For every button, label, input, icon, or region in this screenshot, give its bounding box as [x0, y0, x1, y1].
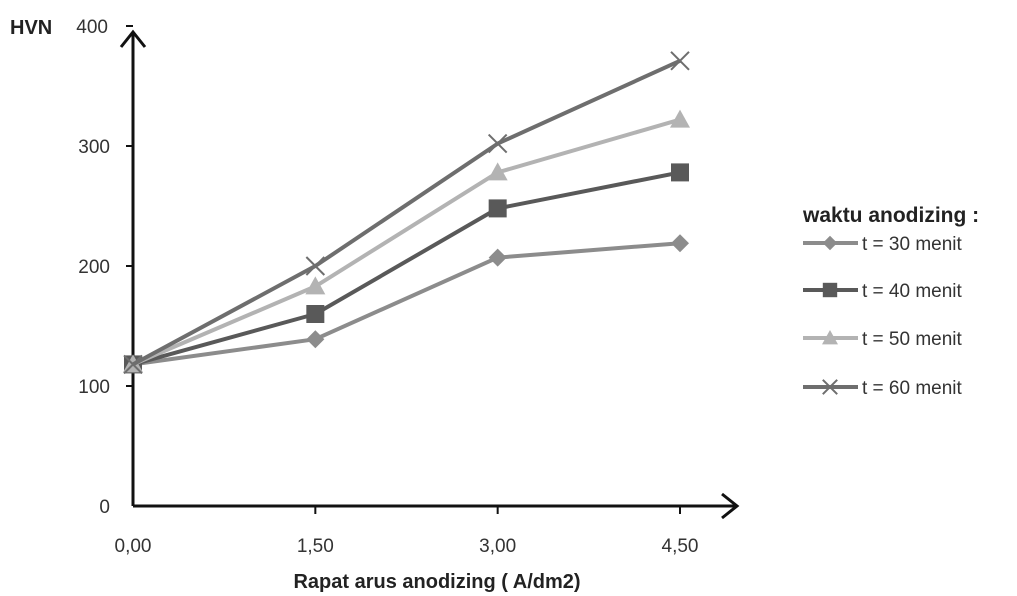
series-3 — [123, 109, 690, 373]
y-axis-arrowhead — [119, 29, 147, 48]
x-axis-title: Rapat arus anodizing ( A/dm2) — [293, 571, 580, 593]
diamond-marker — [306, 330, 325, 349]
x-tick-label: 0,00 — [115, 536, 152, 557]
series-4 — [123, 51, 690, 375]
triangle-marker — [487, 162, 508, 181]
square-marker — [306, 305, 325, 323]
square-marker — [822, 282, 838, 298]
y-ticks: 0 100 200 300 400 — [76, 17, 133, 518]
legend-item: t = 30 menit — [803, 234, 963, 255]
y-tick-label: 300 — [78, 137, 110, 158]
legend-item: t = 60 menit — [803, 378, 963, 399]
y-tick-label: 400 — [76, 17, 108, 38]
x-marker — [123, 354, 143, 375]
triangle-marker — [822, 330, 838, 345]
axes — [119, 29, 740, 520]
diamond-marker — [822, 235, 838, 251]
square-marker — [488, 199, 507, 218]
x-tick-label: 4,50 — [662, 536, 699, 557]
legend-label: t = 60 menit — [862, 378, 963, 399]
x-ticks: 0,00 1,50 3,00 4,50 — [115, 506, 699, 557]
legend-label: t = 30 menit — [862, 234, 963, 255]
series-2 — [124, 163, 689, 374]
legend-item: t = 40 menit — [803, 281, 963, 302]
x-marker — [670, 51, 690, 71]
legend: waktu anodizing : t = 30 menit t = 40 men… — [802, 204, 979, 399]
series-line — [132, 241, 681, 367]
triangle-marker — [670, 109, 690, 128]
legend-item: t = 50 menit — [803, 329, 963, 350]
series-layer — [123, 51, 690, 375]
x-marker — [487, 133, 508, 154]
x-tick-label: 3,00 — [479, 536, 516, 557]
x-marker — [822, 379, 838, 395]
y-tick-label: 200 — [78, 257, 110, 278]
diamond-marker — [488, 248, 507, 267]
x-marker — [305, 256, 326, 276]
y-tick-label: 0 — [99, 497, 110, 518]
y-tick-label: 100 — [78, 377, 110, 398]
triangle-marker — [305, 276, 326, 295]
series-1 — [124, 234, 689, 374]
diamond-marker — [671, 234, 689, 253]
legend-label: t = 50 menit — [862, 329, 963, 350]
x-axis-arrowhead — [721, 492, 740, 520]
series-line — [132, 117, 681, 367]
y-axis-title: HVN — [10, 17, 52, 39]
series-line — [132, 58, 681, 367]
series-line — [132, 170, 681, 367]
legend-label: t = 40 menit — [862, 281, 963, 302]
square-marker — [671, 163, 689, 182]
x-tick-label: 1,50 — [297, 536, 334, 557]
legend-title: waktu anodizing : — [802, 204, 979, 227]
